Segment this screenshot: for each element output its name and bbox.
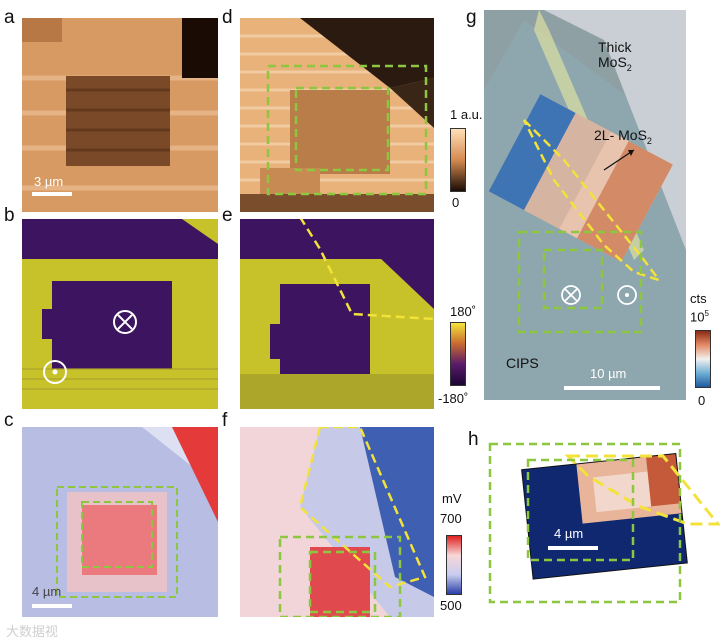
colorbar-potential bbox=[446, 535, 462, 595]
scale-bar-c bbox=[32, 604, 72, 608]
colorbar-phase bbox=[450, 322, 466, 386]
colorbar-counts bbox=[695, 330, 711, 388]
colorbar-amplitude-top: 1 a.u. bbox=[450, 107, 483, 122]
panel-c-potential-map: 4 µm bbox=[22, 427, 218, 617]
scale-bar-g bbox=[564, 386, 660, 390]
panel-f-potential-map bbox=[240, 427, 434, 617]
colorbar-counts-unit: cts bbox=[690, 291, 707, 306]
panel-letter-c: c bbox=[4, 410, 14, 431]
label-cips: CIPS bbox=[506, 355, 539, 371]
colorbar-potential-top: 700 bbox=[440, 511, 462, 526]
colorbar-phase-top: 180˚ bbox=[450, 304, 477, 319]
colorbar-amplitude bbox=[450, 128, 466, 192]
scale-bar-label-h: 4 µm bbox=[554, 526, 584, 541]
scale-bar-h bbox=[548, 546, 598, 550]
colorbar-counts-top: 105 bbox=[690, 309, 709, 325]
panel-letter-g: g bbox=[466, 7, 477, 28]
polarization-into-icon bbox=[113, 310, 137, 334]
panel-d-amplitude-map bbox=[240, 18, 434, 212]
colorbar-counts-bottom: 0 bbox=[698, 393, 706, 408]
panel-letter-b: b bbox=[4, 205, 15, 226]
colorbar-amplitude-bottom: 0 bbox=[452, 195, 460, 210]
panel-letter-a: a bbox=[4, 7, 15, 28]
polarization-out-icon-g bbox=[617, 285, 637, 305]
panel-a-amplitude-map: 3 µm bbox=[22, 18, 218, 212]
scale-bar-label-a: 3 µm bbox=[34, 174, 64, 189]
scale-bar-a bbox=[32, 192, 72, 196]
scale-bar-label-g: 10 µm bbox=[590, 366, 627, 381]
panel-g-optical-image: Thick MoS2 2L- MoS2 CIPS 10 µm bbox=[484, 10, 686, 400]
scale-bar-label-c: 4 µm bbox=[32, 584, 62, 599]
panel-letter-f: f bbox=[222, 410, 228, 431]
colorbar-phase-bottom: -180˚ bbox=[438, 391, 469, 406]
panel-letter-h: h bbox=[468, 429, 479, 450]
polarization-into-icon-g bbox=[561, 285, 581, 305]
colorbar-potential-unit: mV bbox=[442, 491, 462, 506]
panel-h-raman-map: 4 µm bbox=[488, 436, 720, 626]
colorbar-potential-bottom: 500 bbox=[440, 598, 462, 613]
label-thick-mos2: Thick MoS2 bbox=[598, 39, 632, 74]
panel-b-phase-map bbox=[22, 219, 218, 409]
panel-letter-e: e bbox=[222, 205, 233, 226]
panel-e-phase-map bbox=[240, 219, 434, 409]
panel-letter-d: d bbox=[222, 7, 233, 28]
polarization-out-icon bbox=[43, 360, 67, 384]
label-2l-mos2: 2L- MoS2 bbox=[594, 127, 652, 146]
watermark: 大数据视 bbox=[6, 624, 59, 639]
